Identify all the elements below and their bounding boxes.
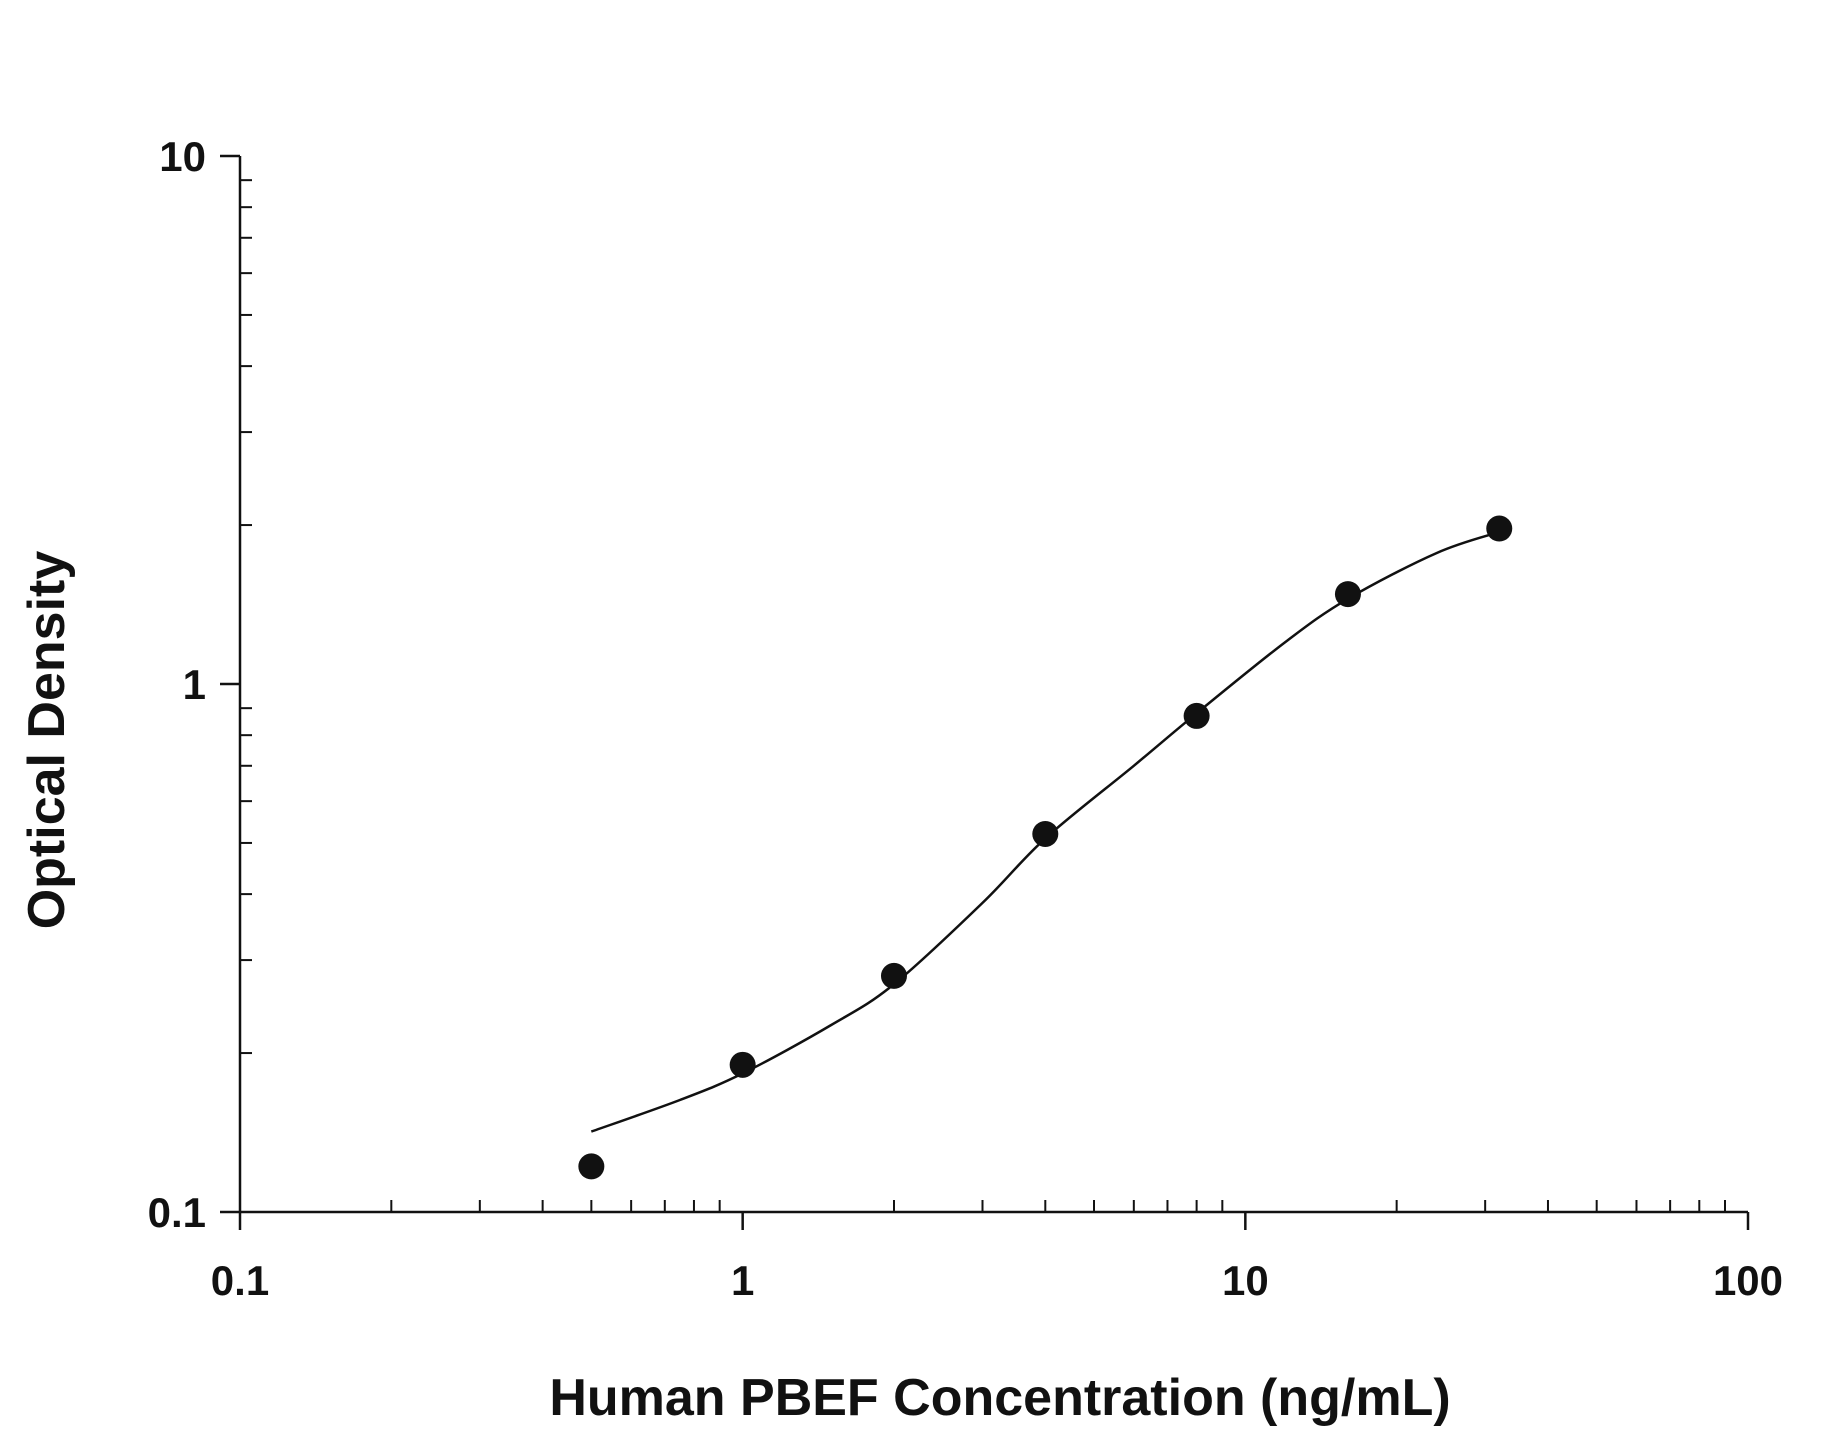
x-axis-title: Human PBEF Concentration (ng/mL) [549, 1369, 1450, 1427]
y-tick-label: 1 [183, 661, 206, 708]
data-point [1334, 581, 1361, 608]
y-tick-label: 10 [159, 133, 206, 180]
x-tick-label: 10 [1222, 1257, 1269, 1304]
y-tick-label: 0.1 [148, 1189, 206, 1236]
data-point [729, 1051, 756, 1078]
tick-labels: 0.1 1 10 0.1 1 10 100 [148, 133, 1783, 1304]
x-tick-label: 1 [731, 1257, 754, 1304]
data-point [1486, 515, 1513, 542]
x-tick-label: 0.1 [211, 1257, 269, 1304]
tick-marks [220, 154, 1750, 1230]
data-point [1183, 702, 1210, 729]
data-point [880, 962, 907, 989]
data-point [578, 1153, 605, 1180]
data-point [1032, 820, 1059, 847]
y-axis-title: Optical Density [18, 551, 76, 930]
axes [238, 156, 1748, 1214]
x-tick-label: 100 [1713, 1257, 1783, 1304]
data-points [578, 515, 1513, 1180]
